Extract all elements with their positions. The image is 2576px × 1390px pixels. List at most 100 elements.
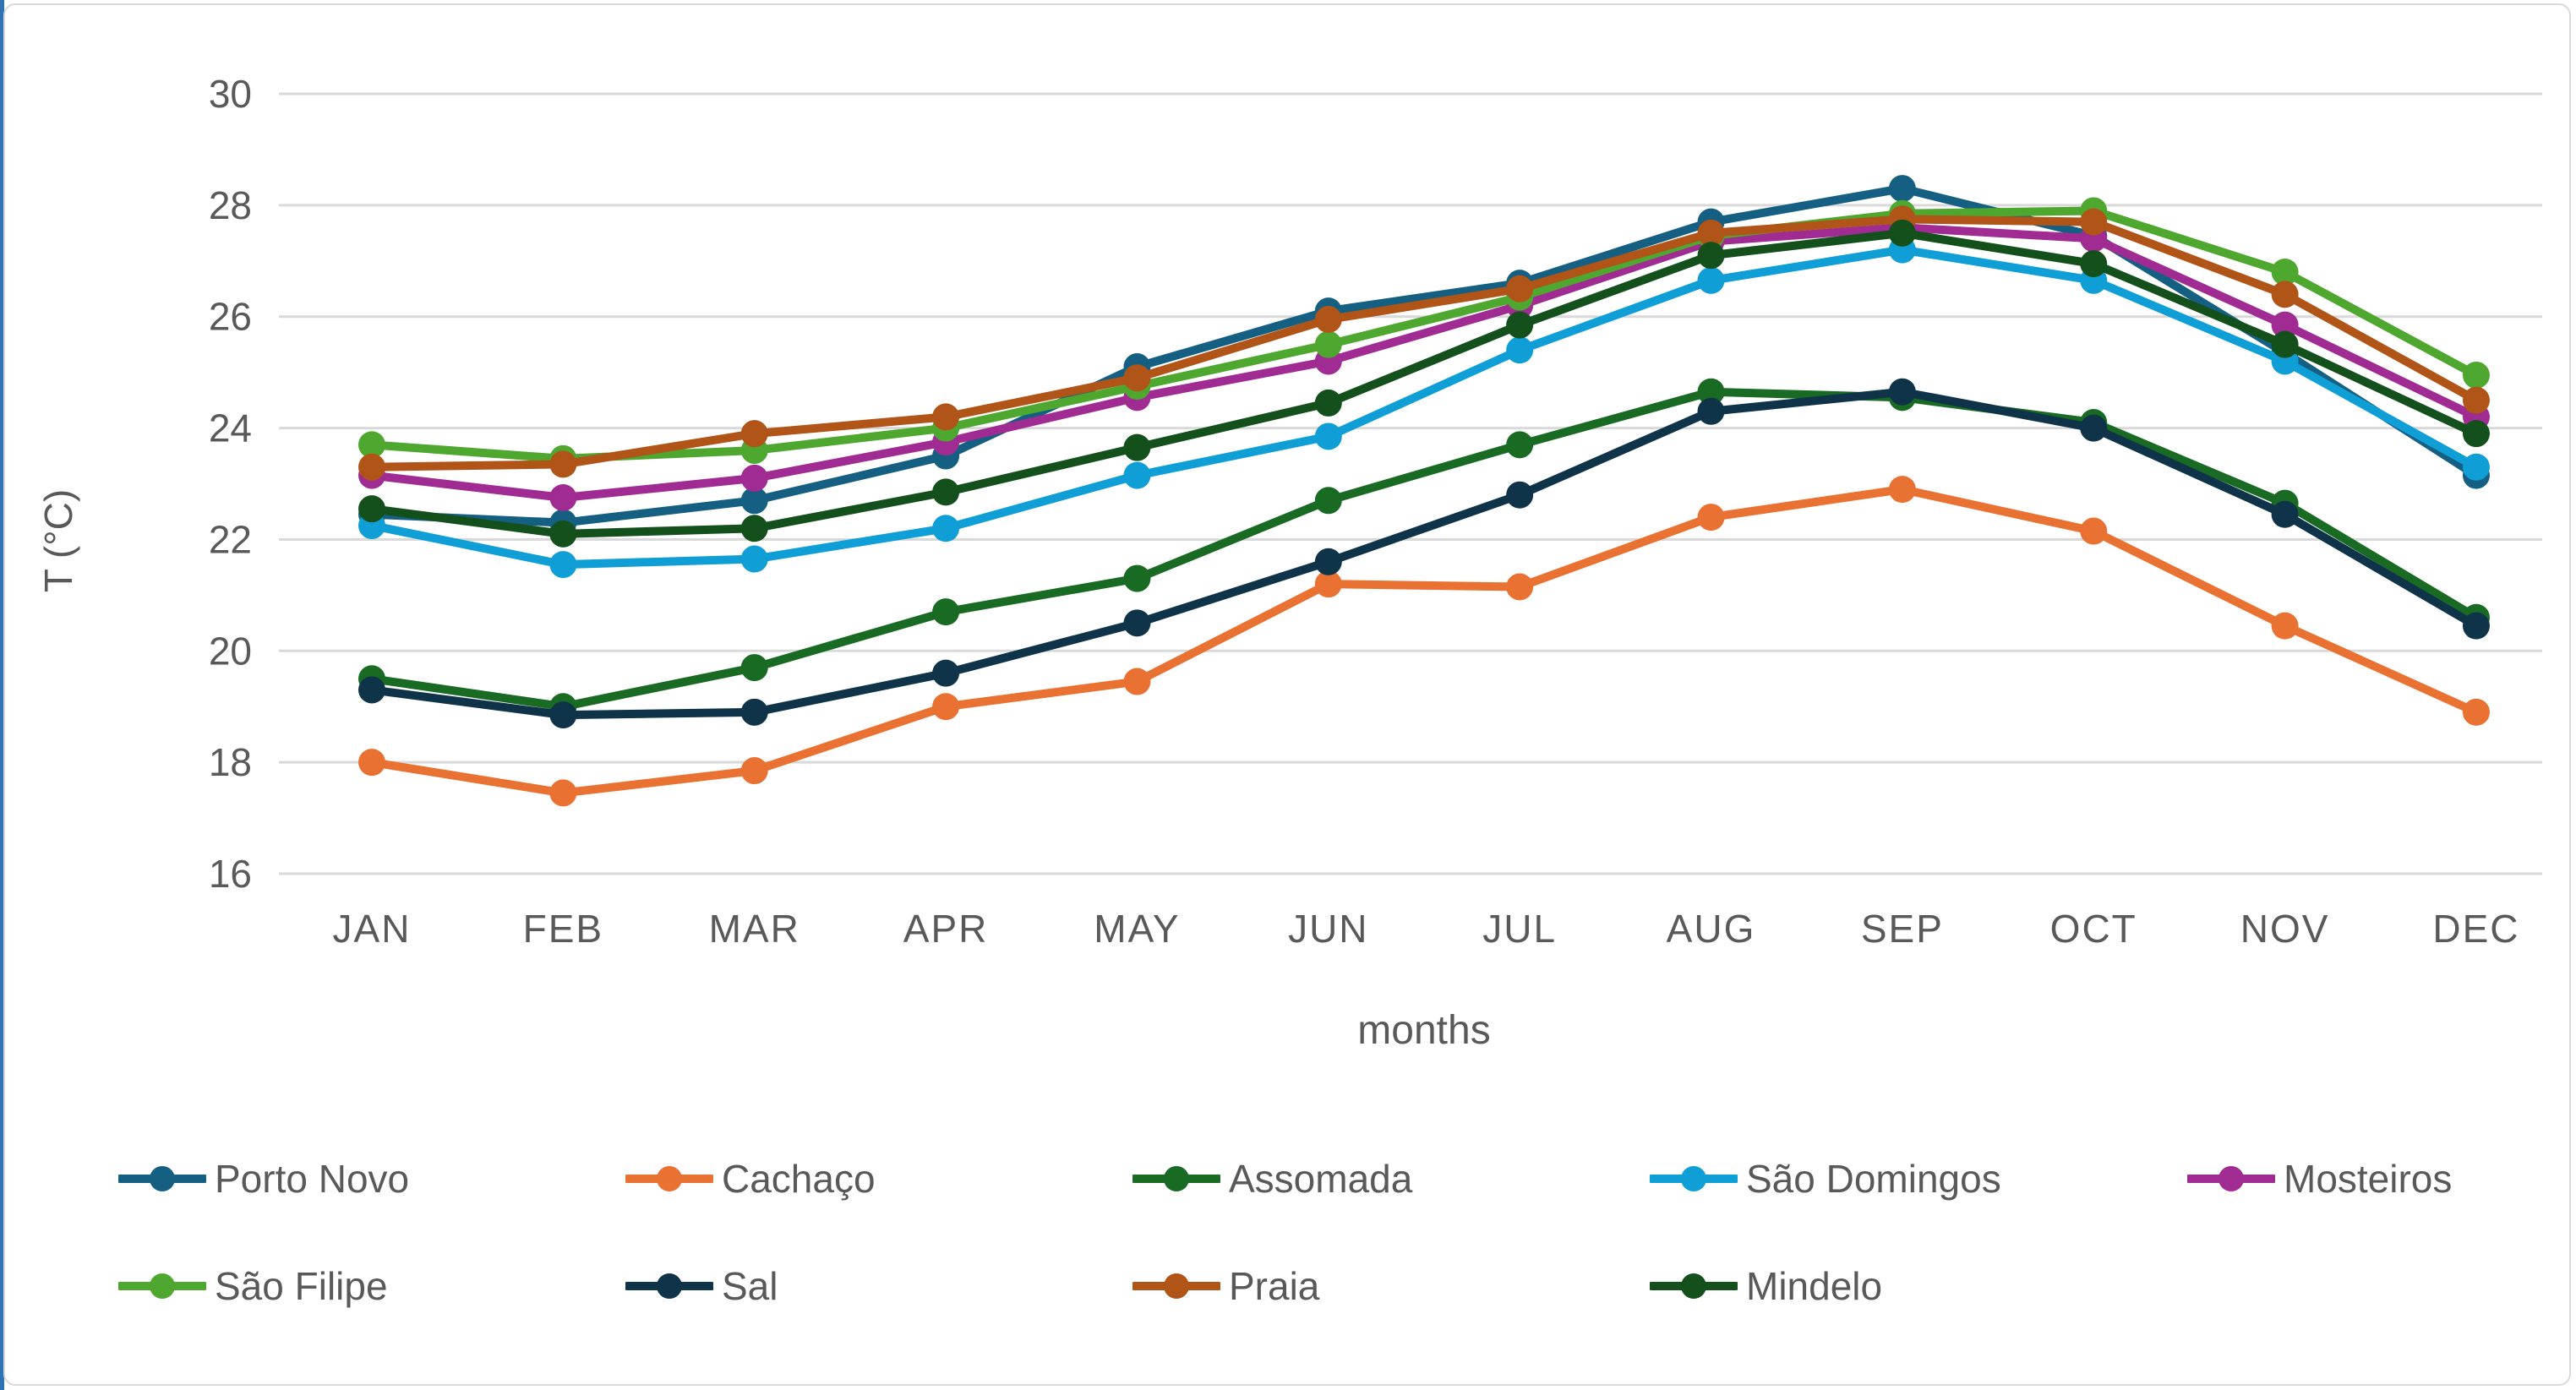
- data-point: [2080, 414, 2108, 442]
- series-line-Cachaço: [368, 485, 2480, 798]
- y-tick-label: 16: [209, 852, 252, 896]
- data-point: [932, 478, 960, 506]
- data-point: [2271, 258, 2299, 286]
- data-point: [1314, 570, 1342, 598]
- data-point: [2462, 361, 2490, 389]
- data-point: [2462, 386, 2490, 414]
- data-point: [1314, 389, 1342, 417]
- data-point: [2462, 453, 2490, 481]
- x-tick-label: AUG: [1667, 907, 1756, 951]
- x-tick-label: FEB: [523, 907, 603, 951]
- data-point: [1506, 311, 1534, 339]
- y-tick-label: 20: [209, 629, 252, 673]
- x-tick-label: DEC: [2432, 907, 2519, 951]
- x-tick-label: JUL: [1482, 907, 1557, 951]
- data-point: [932, 659, 960, 687]
- data-point: [1506, 431, 1534, 459]
- data-point: [2462, 698, 2490, 726]
- data-point: [1697, 219, 1725, 247]
- data-point: [2080, 517, 2108, 545]
- x-tick-label: MAR: [709, 907, 800, 951]
- data-point: [1697, 266, 1725, 294]
- series-line-Sal: [368, 387, 2480, 720]
- data-point: [932, 693, 960, 721]
- data-point: [549, 450, 577, 478]
- data-point: [1123, 609, 1151, 637]
- data-point: [740, 464, 768, 492]
- data-point: [2462, 612, 2490, 640]
- data-point: [1506, 336, 1534, 364]
- series-line-Praia: [368, 215, 2480, 472]
- series-line-Mindelo: [368, 228, 2480, 538]
- data-point: [740, 698, 768, 726]
- y-tick-label: 18: [209, 740, 252, 784]
- data-point: [1314, 487, 1342, 515]
- data-point: [1697, 504, 1725, 531]
- x-tick-label: JAN: [333, 907, 412, 951]
- data-point: [1697, 242, 1725, 270]
- data-point: [1506, 481, 1534, 509]
- data-point: [740, 420, 768, 448]
- series-line-Assomada: [368, 387, 2480, 711]
- data-point: [358, 453, 385, 481]
- x-tick-label: MAY: [1094, 907, 1180, 951]
- x-tick-label: APR: [903, 907, 989, 951]
- data-point: [932, 403, 960, 431]
- x-tick-label: NOV: [2240, 907, 2330, 951]
- data-point: [1697, 378, 1725, 406]
- data-point: [932, 598, 960, 626]
- y-tick-label: 22: [209, 517, 252, 561]
- x-tick-label: SEP: [1861, 907, 1944, 951]
- series-line-Mosteiros: [368, 223, 2480, 502]
- data-point: [549, 701, 577, 729]
- y-axis-title: T (°C): [36, 489, 80, 592]
- data-point: [549, 520, 577, 548]
- x-tick-label: OCT: [2050, 907, 2137, 951]
- data-point: [549, 483, 577, 511]
- data-point: [2080, 208, 2108, 236]
- data-point: [740, 515, 768, 542]
- series-line-São Filipe: [368, 206, 2480, 463]
- y-tick-label: 28: [209, 183, 252, 227]
- data-point: [1123, 433, 1151, 461]
- data-point: [932, 515, 960, 542]
- data-point: [358, 676, 385, 704]
- data-point: [1888, 175, 1916, 203]
- data-point: [1123, 564, 1151, 592]
- data-point: [1506, 275, 1534, 303]
- data-point: [549, 779, 577, 807]
- series-line-São Domingos: [368, 245, 2480, 570]
- data-point: [740, 654, 768, 682]
- data-point: [1123, 461, 1151, 489]
- data-point: [2271, 330, 2299, 358]
- y-tick-label: 26: [209, 295, 252, 339]
- data-point: [358, 431, 385, 459]
- data-point: [2271, 311, 2299, 339]
- y-tick-label: 30: [209, 72, 252, 116]
- data-point: [1314, 548, 1342, 575]
- x-axis-title: months: [1357, 1008, 1490, 1053]
- data-point: [1506, 573, 1534, 601]
- data-point: [1123, 668, 1151, 695]
- data-point: [549, 551, 577, 579]
- data-point: [2271, 612, 2299, 640]
- data-point: [1888, 476, 1916, 504]
- data-point: [2271, 281, 2299, 308]
- data-point: [740, 487, 768, 515]
- data-point: [1314, 422, 1342, 450]
- data-point: [2271, 500, 2299, 528]
- data-point: [1314, 306, 1342, 334]
- x-tick-label: JUN: [1288, 907, 1368, 951]
- data-point: [740, 757, 768, 785]
- data-point: [358, 749, 385, 777]
- data-point: [2462, 420, 2490, 448]
- data-point: [1888, 219, 1916, 247]
- data-point: [2080, 250, 2108, 278]
- data-point: [740, 545, 768, 573]
- data-point: [1123, 364, 1151, 392]
- document-left-edge: [0, 0, 4, 1390]
- data-point: [1314, 330, 1342, 358]
- y-tick-label: 24: [209, 406, 252, 450]
- data-point: [358, 495, 385, 523]
